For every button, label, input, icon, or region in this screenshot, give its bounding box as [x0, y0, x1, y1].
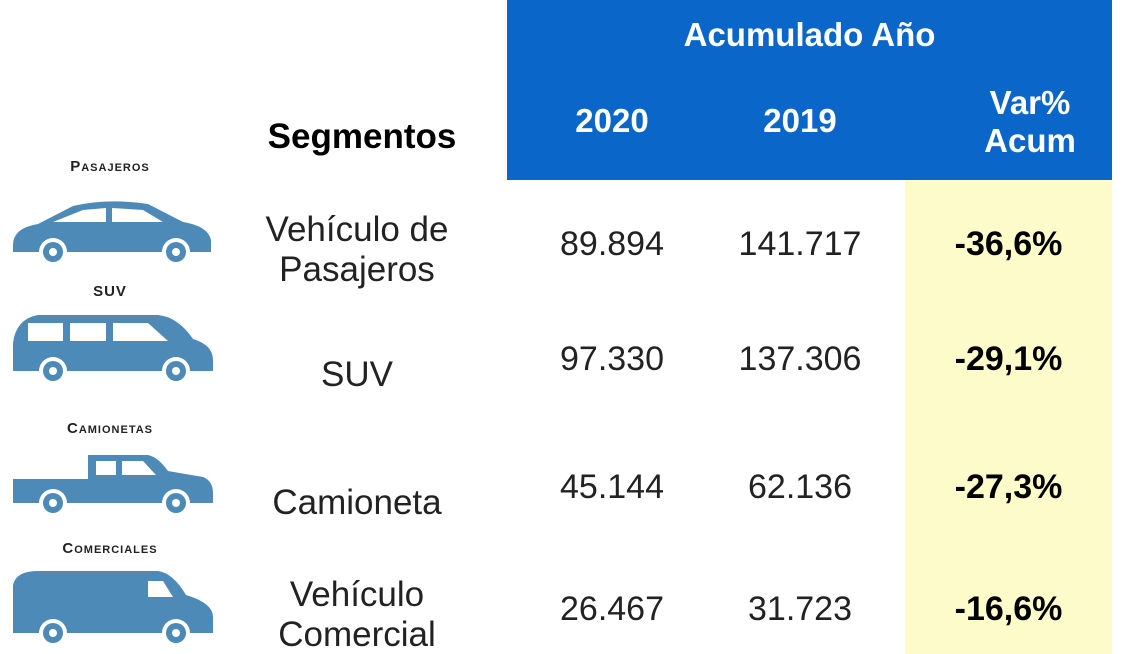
var-pct: -16,6% [954, 590, 1063, 628]
vehicle-icon [13, 455, 213, 517]
icon-label: Camionetas [66, 420, 154, 437]
var-highlight [905, 180, 1112, 654]
value-2020: 26.467 [560, 590, 664, 628]
var-pct: -29,1% [954, 340, 1063, 378]
icon-label: Comerciales [62, 540, 158, 557]
vehicle-icon [13, 315, 213, 385]
group-header: Acumulado Año [683, 16, 936, 53]
value-2020: 89.894 [560, 225, 664, 263]
icon-label: SUV [93, 283, 127, 300]
value-2019: 62.136 [748, 468, 852, 506]
col-header: 2019 [763, 102, 837, 139]
segment-name: SUV [321, 355, 393, 394]
value-2019: 141.717 [738, 225, 862, 263]
segment-header: Segmentos [267, 117, 457, 156]
header-band [507, 0, 1112, 180]
icon-label: Pasajeros [70, 158, 150, 175]
value-2019: 137.306 [738, 340, 862, 378]
var-pct: -27,3% [954, 468, 1063, 506]
segment-name: Camioneta [272, 483, 442, 522]
segment-name: Vehículo Comercial [278, 575, 436, 654]
value-2020: 45.144 [560, 468, 664, 506]
var-pct: -36,6% [954, 225, 1063, 263]
value-2020: 97.330 [560, 340, 664, 378]
segment-name: Vehículo de Pasajeros [265, 210, 449, 289]
value-2019: 31.723 [748, 590, 852, 628]
col-header: 2020 [575, 102, 649, 139]
vehicle-icon [13, 201, 211, 266]
vehicle-icon [13, 571, 213, 647]
col-header: Var% Acum [984, 84, 1076, 159]
